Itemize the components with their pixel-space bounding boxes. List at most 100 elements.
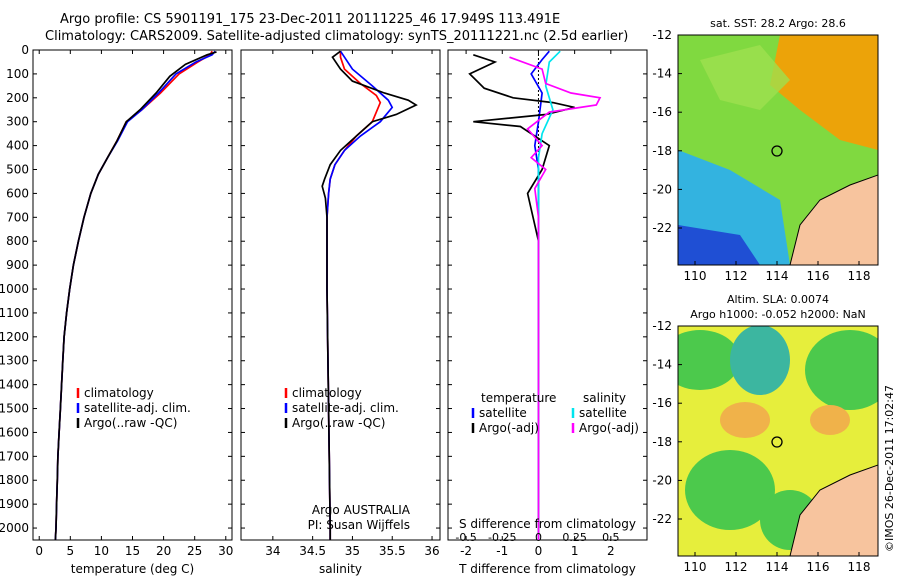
y-tick-label: 1100 [0, 306, 29, 320]
sst-land [789, 174, 878, 265]
legend-label: Argo(-adj) [479, 421, 539, 435]
x-axis-label: temperature (deg C) [71, 562, 194, 576]
legend-label: satellite [579, 406, 627, 420]
salinity-panel-frame [240, 49, 441, 541]
sla-map-frame [677, 325, 879, 557]
x-tick-label: 15 [125, 544, 140, 558]
legend-label: climatology [292, 386, 362, 400]
series-line-3 [54, 51, 217, 541]
map-x-tick-label: 110 [684, 560, 707, 574]
map-x-tick-label: 110 [684, 269, 707, 283]
y-tick-label: 1900 [0, 497, 29, 511]
series-line-2 [326, 50, 394, 540]
map-y-tick-label: -18 [652, 435, 672, 449]
x-tick-label: 1 [571, 544, 579, 558]
x-tick-label: -1 [496, 544, 508, 558]
x-axis-label: salinity [319, 562, 362, 576]
y-tick-label: 1500 [0, 402, 29, 416]
legend-label: climatology [84, 386, 154, 400]
sla-argo-location-marker [771, 436, 783, 448]
x-tick-label: 34 [265, 544, 280, 558]
y-tick-label: 0 [21, 43, 29, 57]
sla-green-blob-1 [678, 330, 740, 390]
y-tick-label: 400 [6, 139, 29, 153]
map-y-tick-label: -16 [652, 105, 672, 119]
map-axes: sat. SST: 28.2 Argo: 28.6 110 112 114 116 118… [652, 17, 870, 283]
y-tick-label: 1200 [0, 330, 29, 344]
y-tick-label: 300 [6, 115, 29, 129]
y-tick-label: 2000 [0, 521, 29, 535]
map-axes: Altim. SLA: 0.0074 Argo h1000: -0.052 h20… [652, 293, 870, 574]
top-tick-label: -0.5 [455, 531, 476, 544]
map-x-tick-label: 114 [766, 560, 789, 574]
x-tick-label: 20 [156, 544, 171, 558]
top-tick-label: 0.25 [562, 531, 587, 544]
map-y-tick-label: -16 [652, 396, 672, 410]
map-y-tick-label: -22 [652, 512, 672, 526]
x-tick-label: 5 [66, 544, 74, 558]
map-y-tick-label: -22 [652, 221, 672, 235]
x-tick-label: 30 [218, 544, 233, 558]
y-tick-label: 1000 [0, 282, 29, 296]
legend-header-temperature: temperature [481, 391, 556, 405]
y-tick-label: 700 [6, 210, 29, 224]
y-tick-label: 500 [6, 163, 29, 177]
x-axis-label: T difference from climatology [458, 562, 636, 576]
sla-orange-blob-2 [810, 405, 850, 435]
x-tick-label: 0 [535, 544, 543, 558]
y-tick-label: 600 [6, 186, 29, 200]
series-line-1 [326, 51, 382, 540]
figure-title-line2: Climatology: CARS2009. Satellite-adjuste… [45, 29, 629, 44]
x-tick-label: 34.5 [299, 544, 326, 558]
x-tick-label: 0 [35, 544, 43, 558]
series-line-1 [54, 50, 213, 541]
legend-label: satellite-adj. clim. [292, 401, 399, 415]
y-tick-label: 1800 [0, 473, 29, 487]
top-tick-label: 0 [535, 531, 542, 544]
x-tick-label: 25 [187, 544, 202, 558]
y-tick-label: 100 [6, 67, 29, 81]
y-tick-label: 900 [6, 258, 29, 272]
map-y-tick-label: -20 [652, 182, 672, 196]
panel-3: -2 -1 0 1 2 T difference from climatology temp… [448, 49, 647, 576]
map-x-tick-label: 116 [807, 560, 830, 574]
map-x-tick-label: 118 [848, 560, 871, 574]
sst-cold-region [678, 225, 760, 265]
figure-title-line1: Argo profile: CS 5901191_175 23-Dec-2011… [60, 12, 561, 27]
series-line-2 [468, 53, 575, 540]
legend-label: Argo(..raw -QC) [292, 416, 385, 430]
y-tick-label: 800 [6, 234, 29, 248]
map-title: Argo h1000: -0.052 h2000: NaN [690, 308, 866, 321]
map-title: Altim. SLA: 0.0074 [727, 293, 829, 306]
map-y-tick-label: -14 [652, 67, 672, 81]
y-tick-label: 1700 [0, 449, 29, 463]
panel-2: 34 34.5 35 35.5 36 salinity climatologysatelli… [241, 49, 440, 576]
legend-label: satellite [479, 406, 527, 420]
sla-green-blob-2 [805, 330, 878, 410]
sst-argo-location-marker [771, 145, 783, 157]
map-x-tick-label: 112 [725, 560, 748, 574]
x-tick-label: -2 [460, 544, 472, 558]
panel-note: Argo AUSTRALIA [312, 503, 411, 517]
map-y-tick-label: -20 [652, 473, 672, 487]
side-credit: ©IMOS 26-Dec-2011 17:02:47 [883, 385, 896, 552]
map-x-tick-label: 112 [725, 269, 748, 283]
legend-label: Argo(..raw -QC) [84, 416, 177, 430]
legend-header-salinity: salinity [583, 391, 626, 405]
y-tick-label: 1600 [0, 425, 29, 439]
top-tick-label: -0.25 [488, 531, 516, 544]
sla-orange-blob-1 [720, 402, 770, 438]
legend-label: satellite-adj. clim. [84, 401, 191, 415]
map-x-tick-label: 118 [848, 269, 871, 283]
map-y-tick-label: -14 [652, 358, 672, 372]
map-x-tick-label: 114 [766, 269, 789, 283]
x-tick-label: 35 [345, 544, 360, 558]
map-y-tick-label: -18 [652, 144, 672, 158]
sst-map-frame [677, 34, 879, 266]
sst-map [678, 35, 878, 265]
x-tick-label: 35.5 [379, 544, 406, 558]
x-tick-label: 36 [424, 544, 439, 558]
x-tick-label: 2 [607, 544, 615, 558]
series-line-4 [509, 56, 602, 540]
